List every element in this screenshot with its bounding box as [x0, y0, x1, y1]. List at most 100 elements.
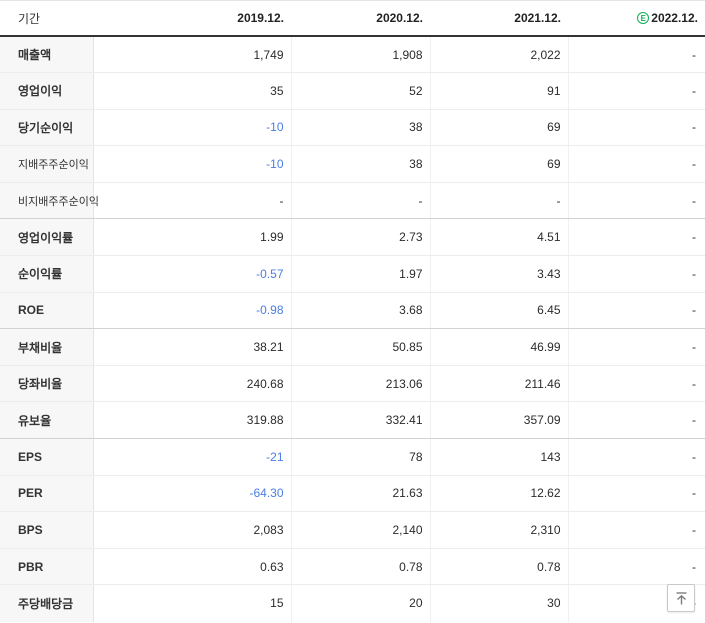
cell-value: 2,310: [429, 511, 568, 549]
cell-value: 211.46: [429, 365, 568, 403]
cell-value: -0.98: [93, 292, 291, 330]
table-row: 순이익률 -0.57 1.97 3.43-: [0, 255, 705, 293]
cell-value: -: [429, 182, 568, 220]
cell-value: 3.43: [429, 255, 568, 293]
cell-value: -21: [93, 438, 291, 476]
table-row: 당기순이익 -10 38 69-: [0, 109, 705, 147]
cell-value: -: [567, 475, 705, 513]
cell-value: 15: [270, 596, 284, 611]
cell-value: -: [567, 218, 705, 257]
cell-value: 1.99: [93, 218, 291, 257]
cell-value: -: [567, 292, 705, 330]
table-row: 영업이익 35 52 91-: [0, 72, 705, 110]
table-row: EPS -21 78 143-: [0, 438, 705, 476]
column-header-2022-label: 2022.12.: [651, 11, 698, 25]
table-row: ROE -0.98 3.68 6.45-: [0, 292, 705, 330]
row-label: PER: [0, 475, 94, 513]
table-row: 유보율 319.88 332.41 357.09-: [0, 401, 705, 440]
cell-value: 0.78: [429, 548, 568, 586]
cell-value: 1,749: [93, 36, 291, 74]
cell-value: 12.62: [429, 475, 568, 513]
cell-value: 38: [290, 145, 430, 183]
cell-value: 3.68: [290, 292, 430, 330]
cell-value: -: [567, 328, 705, 366]
cell-value: -: [567, 72, 705, 110]
cell-value: 50.85: [290, 328, 430, 366]
table-row: PBR 0.63 0.78 0.78-: [0, 548, 705, 586]
cell-value: -: [93, 182, 291, 220]
cell-value: 0.78: [290, 548, 430, 586]
cell-value: -: [567, 401, 705, 440]
cell-value: 21.63: [290, 475, 430, 513]
row-label: 유보율: [0, 401, 94, 440]
cell-value: -: [290, 182, 430, 220]
cell-value: 35: [93, 72, 291, 110]
cell-value: -: [567, 365, 705, 403]
cell-value: 1.97: [290, 255, 430, 293]
column-header-2021: 2021.12.: [430, 1, 568, 37]
column-header-2020: 2020.12.: [291, 1, 430, 37]
cell-value: 91: [429, 72, 568, 110]
cell-value: 143: [429, 438, 568, 476]
cell-value: -10: [93, 109, 291, 147]
cell-value: 332.41: [290, 401, 430, 440]
row-label: 매출액: [0, 36, 94, 74]
table-header: 기간 2019.12. 2020.12. 2021.12. E 2022.12.: [0, 1, 705, 37]
cell-value: 20: [290, 584, 430, 622]
estimate-icon: E: [637, 12, 650, 24]
cell-value: 357.09: [429, 401, 568, 440]
scroll-to-top-icon: [674, 591, 689, 606]
cell-value: 213.06: [290, 365, 430, 403]
table-row: 당좌비율 240.68 213.06 211.46-: [0, 365, 705, 403]
cell-value: -: [567, 438, 705, 476]
cell-value: 52: [290, 72, 430, 110]
row-label: 순이익률: [0, 255, 94, 293]
cell-value: -: [567, 511, 705, 549]
row-label: EPS: [0, 438, 94, 476]
table-row: 매출액 1,749 1,908 2,022-: [0, 36, 705, 74]
cell-value: 38.21: [93, 328, 291, 366]
header-row: 기간 2019.12. 2020.12. 2021.12. E 2022.12.: [0, 1, 705, 37]
cell-value: 2,022: [429, 36, 568, 74]
table-body: 매출액 1,749 1,908 2,022- 영업이익 35 52 91- 당기순이익 -10 38…: [0, 36, 705, 622]
cell-value: 78: [290, 438, 430, 476]
cell-value: -: [567, 109, 705, 147]
period-header: 기간: [0, 1, 93, 37]
row-label: BPS: [0, 511, 94, 549]
cell-value: 38: [290, 109, 430, 147]
table-row: 비지배주주순이익 - - - -: [0, 182, 705, 220]
cell-value: 69: [429, 109, 568, 147]
cell-value: -: [567, 145, 705, 183]
row-label: 부채비율: [0, 328, 94, 366]
row-label: 영업이익: [0, 72, 94, 110]
table-row: 부채비율 38.21 50.85 46.99-: [0, 328, 705, 366]
cell-value: -64.30: [93, 475, 291, 513]
cell-value: -: [567, 255, 705, 293]
row-label: 비지배주주순이익: [0, 182, 99, 220]
cell-value: 6.45: [429, 292, 568, 330]
cell-value: -: [567, 548, 705, 586]
table-row: 지배주주순이익 -10 38 69-: [0, 145, 705, 183]
cell-value: -10: [93, 145, 291, 183]
cell-value: -: [567, 36, 705, 74]
row-label: 당좌비율: [0, 365, 94, 403]
cell-value: 69: [429, 145, 568, 183]
row-label: PBR: [0, 548, 94, 586]
cell-value: 4.51: [429, 218, 568, 257]
cell-value: -0.57: [93, 255, 291, 293]
cell-value: 30: [429, 584, 568, 622]
table-row: BPS 2,083 2,140 2,310-: [0, 511, 705, 549]
row-label: 주당배당금: [0, 584, 94, 622]
row-label: 영업이익률: [0, 218, 94, 257]
cell-value: 0.63: [93, 548, 291, 586]
column-header-2022-estimate: E 2022.12.: [568, 1, 705, 37]
cell-value: 46.99: [429, 328, 568, 366]
cell-value: 240.68: [93, 365, 291, 403]
cell-value: -: [567, 182, 705, 220]
scroll-to-top-button[interactable]: [667, 584, 695, 612]
cell-value: 319.88: [93, 401, 291, 440]
column-header-2019: 2019.12.: [93, 1, 291, 37]
